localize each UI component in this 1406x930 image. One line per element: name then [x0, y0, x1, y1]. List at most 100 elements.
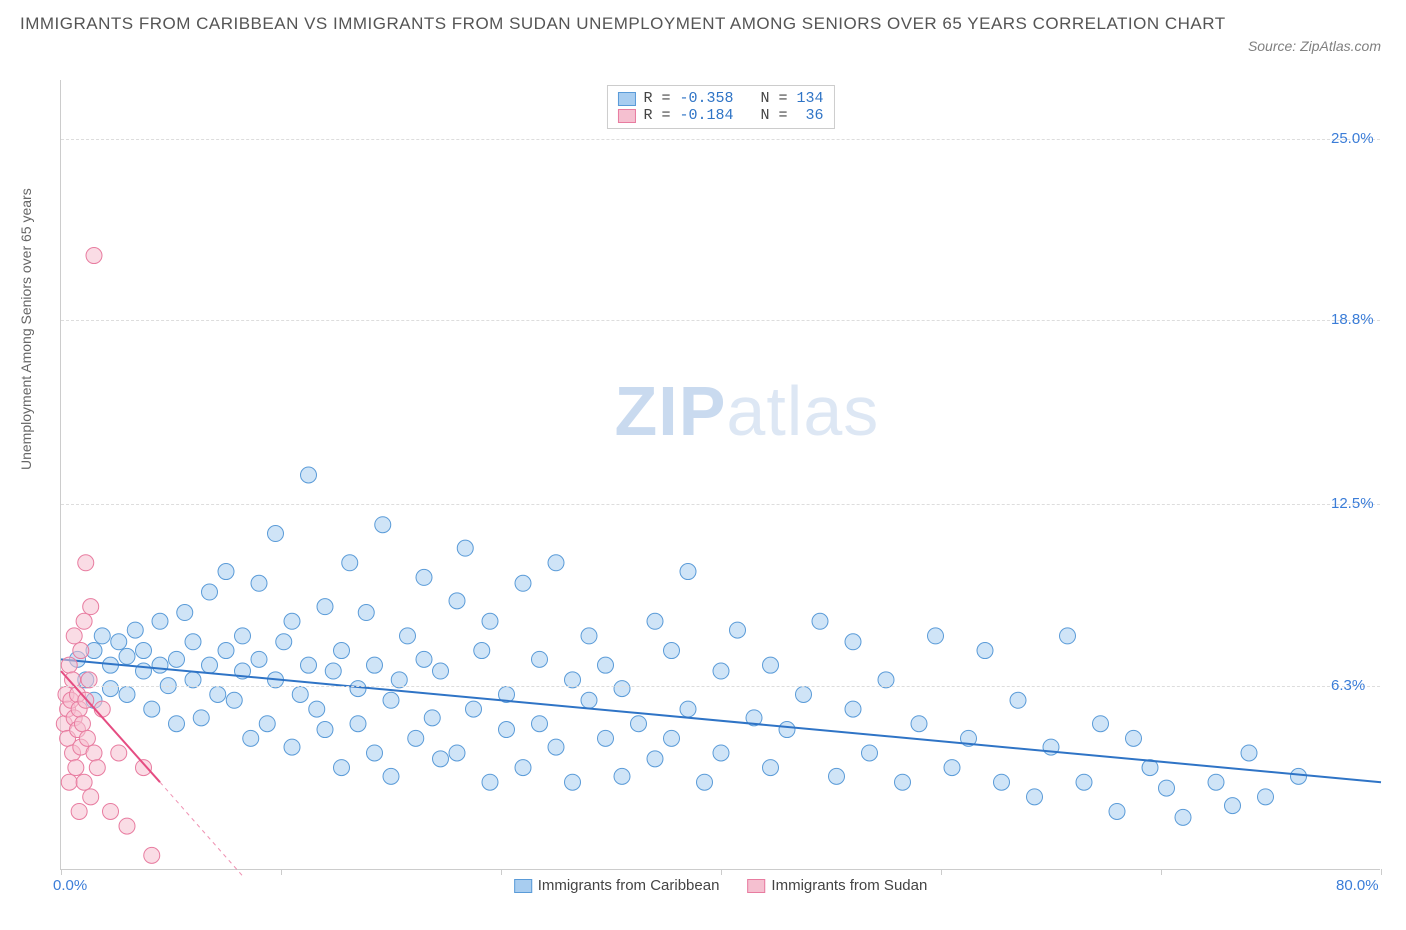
- data-point: [482, 774, 498, 790]
- data-point: [76, 613, 92, 629]
- data-point: [111, 745, 127, 761]
- scatter-plot-svg: [61, 80, 1380, 869]
- data-point: [301, 657, 317, 673]
- trend-line-extrapolated: [160, 782, 243, 876]
- data-point: [185, 634, 201, 650]
- data-point: [94, 701, 110, 717]
- data-point: [1175, 809, 1191, 825]
- data-point: [466, 701, 482, 717]
- data-point: [268, 526, 284, 542]
- data-point: [103, 681, 119, 697]
- data-point: [350, 716, 366, 732]
- y-axis-label: Unemployment Among Seniors over 65 years: [18, 188, 34, 470]
- data-point: [83, 599, 99, 615]
- data-point: [647, 751, 663, 767]
- data-point: [177, 605, 193, 621]
- data-point: [598, 730, 614, 746]
- data-point: [325, 663, 341, 679]
- data-point: [61, 774, 77, 790]
- x-tick: [941, 869, 942, 875]
- data-point: [301, 467, 317, 483]
- data-point: [829, 768, 845, 784]
- data-point: [763, 657, 779, 673]
- data-point: [127, 622, 143, 638]
- legend-swatch: [617, 109, 635, 123]
- data-point: [449, 745, 465, 761]
- legend-swatch: [747, 879, 765, 893]
- x-tick: [1381, 869, 1382, 875]
- data-point: [1208, 774, 1224, 790]
- series-legend: Immigrants from CaribbeanImmigrants from…: [514, 877, 928, 894]
- data-point: [408, 730, 424, 746]
- data-point: [680, 564, 696, 580]
- data-point: [284, 613, 300, 629]
- y-tick-label: 25.0%: [1331, 130, 1406, 147]
- data-point: [375, 517, 391, 533]
- data-point: [845, 701, 861, 717]
- data-point: [78, 555, 94, 571]
- data-point: [71, 803, 87, 819]
- gridline: [61, 504, 1380, 505]
- data-point: [309, 701, 325, 717]
- gridline: [61, 139, 1380, 140]
- data-point: [614, 768, 630, 784]
- data-point: [284, 739, 300, 755]
- data-point: [1126, 730, 1142, 746]
- bottom-legend-label: Immigrants from Sudan: [771, 877, 927, 894]
- data-point: [152, 613, 168, 629]
- data-point: [119, 818, 135, 834]
- data-point: [515, 575, 531, 591]
- data-point: [367, 657, 383, 673]
- y-tick-label: 18.8%: [1331, 311, 1406, 328]
- x-tick-label: 80.0%: [1336, 877, 1379, 894]
- data-point: [994, 774, 1010, 790]
- data-point: [548, 739, 564, 755]
- data-point: [119, 686, 135, 702]
- data-point: [730, 622, 746, 638]
- data-point: [911, 716, 927, 732]
- legend-swatch: [514, 879, 532, 893]
- data-point: [144, 847, 160, 863]
- data-point: [83, 789, 99, 805]
- data-point: [565, 774, 581, 790]
- data-point: [119, 648, 135, 664]
- data-point: [169, 716, 185, 732]
- x-tick: [721, 869, 722, 875]
- data-point: [763, 760, 779, 776]
- data-point: [515, 760, 531, 776]
- data-point: [581, 692, 597, 708]
- data-point: [1225, 798, 1241, 814]
- data-point: [103, 803, 119, 819]
- data-point: [581, 628, 597, 644]
- data-point: [136, 643, 152, 659]
- data-point: [474, 643, 490, 659]
- gridline: [61, 686, 1380, 687]
- data-point: [532, 716, 548, 732]
- data-point: [152, 657, 168, 673]
- data-point: [86, 745, 102, 761]
- data-point: [977, 643, 993, 659]
- data-point: [367, 745, 383, 761]
- data-point: [548, 555, 564, 571]
- data-point: [276, 634, 292, 650]
- data-point: [895, 774, 911, 790]
- data-point: [400, 628, 416, 644]
- data-point: [111, 634, 127, 650]
- data-point: [251, 651, 267, 667]
- y-tick-label: 12.5%: [1331, 495, 1406, 512]
- data-point: [598, 657, 614, 673]
- legend-stats: R = -0.358 N = 134: [643, 90, 823, 107]
- data-point: [210, 686, 226, 702]
- data-point: [358, 605, 374, 621]
- data-point: [235, 628, 251, 644]
- data-point: [383, 768, 399, 784]
- data-point: [499, 722, 515, 738]
- data-point: [136, 663, 152, 679]
- x-tick: [61, 869, 62, 875]
- data-point: [1159, 780, 1175, 796]
- data-point: [202, 657, 218, 673]
- data-point: [631, 716, 647, 732]
- data-point: [482, 613, 498, 629]
- data-point: [449, 593, 465, 609]
- data-point: [342, 555, 358, 571]
